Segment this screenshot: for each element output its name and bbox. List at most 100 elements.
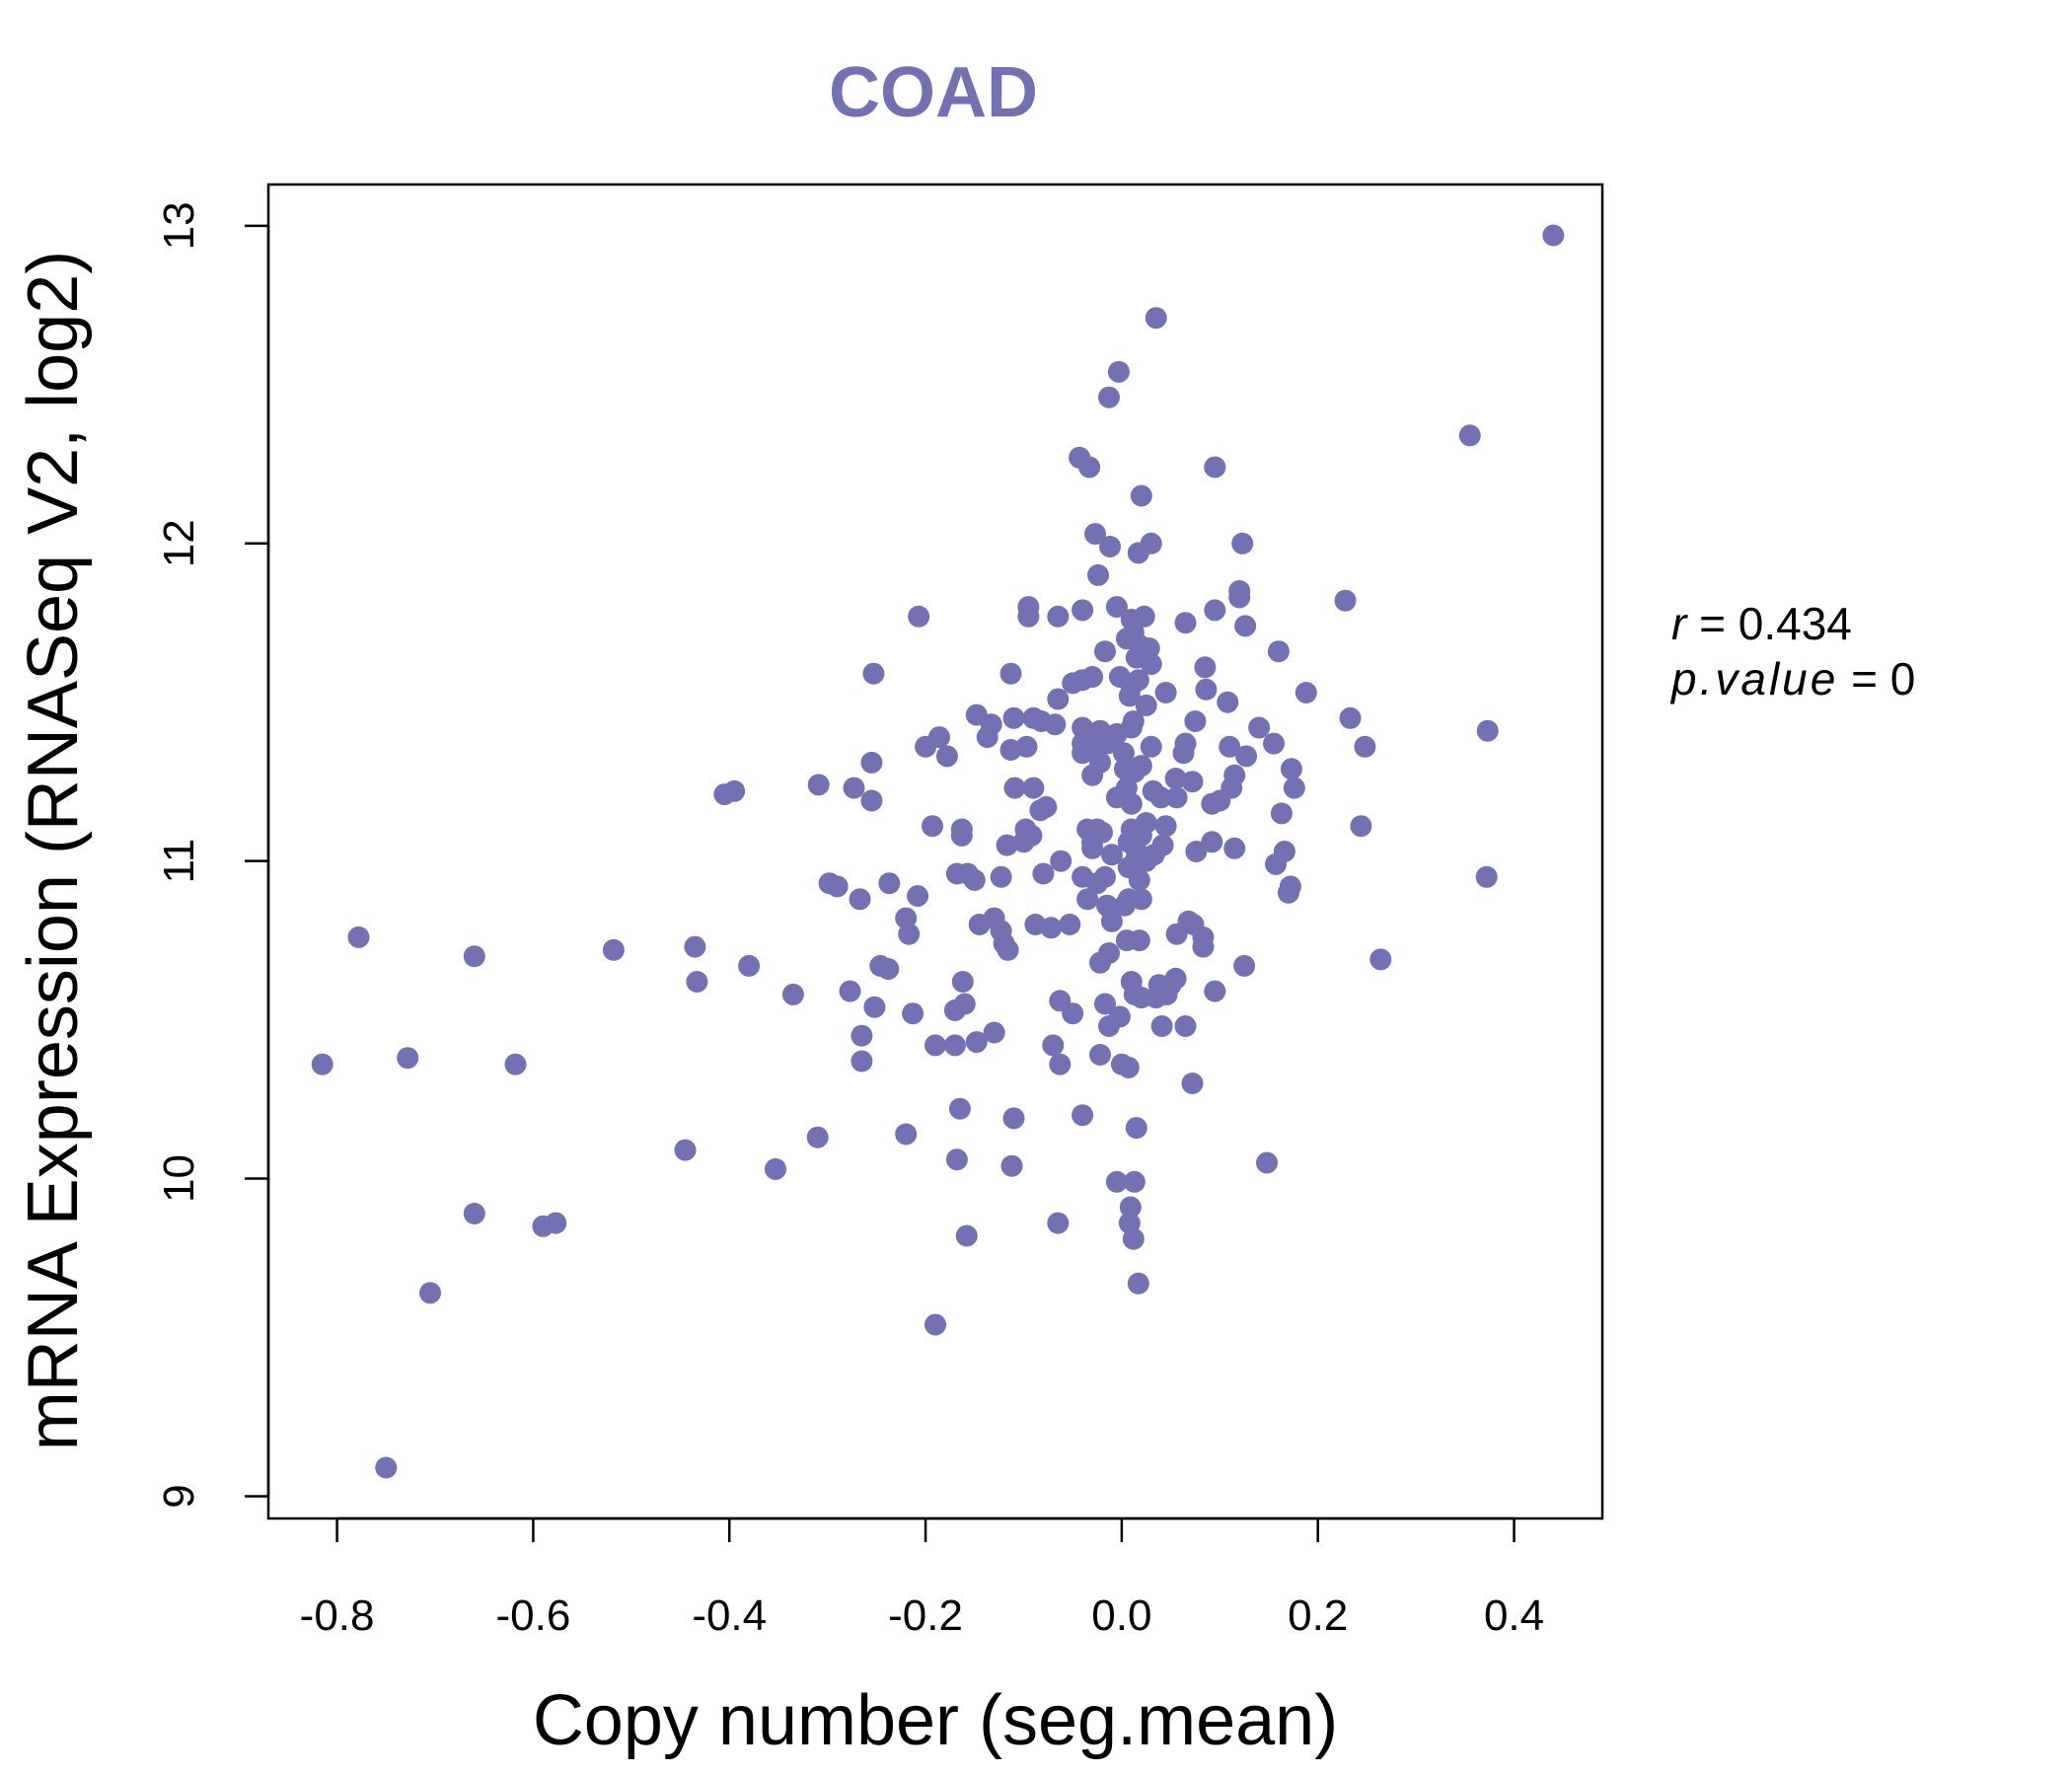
data-point bbox=[1154, 682, 1177, 703]
x-axis: -0.8 -0.6 -0.4 -0.2 0.0 0.2 0.4 bbox=[300, 1517, 1544, 1640]
data-point bbox=[1133, 605, 1155, 628]
data-point bbox=[1201, 831, 1223, 853]
data-point bbox=[1127, 542, 1149, 564]
data-point bbox=[1047, 1212, 1070, 1234]
data-point bbox=[1270, 802, 1293, 825]
data-point bbox=[951, 971, 974, 993]
data-point bbox=[1204, 599, 1226, 622]
y-tick-label: 9 bbox=[155, 1484, 203, 1508]
data-point bbox=[1113, 894, 1136, 917]
data-point bbox=[1283, 777, 1305, 799]
data-point bbox=[1184, 710, 1207, 732]
data-point bbox=[907, 885, 929, 908]
data-point bbox=[1248, 716, 1271, 739]
data-point bbox=[860, 789, 883, 812]
data-point bbox=[849, 888, 871, 911]
data-point bbox=[1231, 532, 1254, 555]
data-point bbox=[1120, 716, 1143, 739]
data-point bbox=[878, 872, 901, 895]
data-point bbox=[1165, 786, 1188, 809]
data-point bbox=[419, 1282, 441, 1304]
data-point bbox=[908, 605, 930, 628]
y-tick-label: 10 bbox=[155, 1154, 203, 1203]
data-point bbox=[1219, 735, 1241, 758]
data-point bbox=[1084, 523, 1106, 546]
data-point bbox=[1149, 786, 1172, 809]
p-equals: = bbox=[1838, 653, 1889, 704]
data-point bbox=[1150, 1015, 1173, 1037]
data-point bbox=[1120, 792, 1143, 815]
data-point bbox=[1119, 1196, 1142, 1219]
data-point bbox=[781, 983, 804, 1005]
data-point bbox=[1072, 599, 1094, 622]
data-point bbox=[1059, 914, 1081, 935]
y-tick-label: 13 bbox=[155, 201, 203, 250]
data-point bbox=[898, 923, 921, 945]
data-point bbox=[1062, 672, 1084, 695]
r-label: r bbox=[1671, 598, 1688, 649]
data-point bbox=[1263, 732, 1285, 755]
data-point bbox=[948, 1097, 971, 1120]
data-point bbox=[684, 935, 706, 958]
data-point bbox=[1072, 1104, 1094, 1127]
y-tick-label: 11 bbox=[155, 839, 203, 884]
x-tick-label: 0.2 bbox=[1288, 1591, 1348, 1640]
x-tick-label: -0.4 bbox=[692, 1591, 767, 1640]
data-point bbox=[1334, 589, 1357, 612]
p-stat: p.value = 0 bbox=[1669, 653, 1915, 704]
x-axis-title: Copy number (seg.mean) bbox=[533, 1681, 1338, 1760]
data-point bbox=[851, 1024, 873, 1047]
data-point bbox=[945, 1148, 968, 1171]
data-point bbox=[311, 1053, 333, 1075]
data-point bbox=[1035, 795, 1058, 818]
data-point bbox=[965, 1031, 988, 1054]
data-point bbox=[1228, 586, 1251, 609]
data-point bbox=[1081, 666, 1104, 688]
data-point bbox=[1086, 872, 1108, 895]
data-point bbox=[1235, 745, 1258, 768]
data-point bbox=[1044, 713, 1067, 736]
data-point bbox=[1145, 307, 1167, 330]
data-point bbox=[1339, 706, 1362, 729]
r-equals: = bbox=[1686, 598, 1738, 649]
data-point bbox=[1223, 837, 1246, 859]
data-point bbox=[1000, 1154, 1023, 1177]
data-point bbox=[1369, 948, 1392, 971]
data-point bbox=[1295, 682, 1317, 703]
data-point bbox=[1165, 923, 1188, 945]
data-point bbox=[1130, 888, 1152, 911]
data-point bbox=[1105, 1170, 1128, 1193]
data-point bbox=[1185, 841, 1208, 862]
data-point bbox=[1042, 1034, 1065, 1057]
data-point bbox=[545, 1212, 567, 1234]
data-point bbox=[1125, 1117, 1147, 1140]
data-point bbox=[1098, 942, 1120, 964]
data-point bbox=[943, 1034, 966, 1057]
p-label: p.value bbox=[1669, 653, 1838, 704]
data-point bbox=[1099, 536, 1121, 557]
data-point bbox=[1174, 1015, 1197, 1037]
y-tick-label: 12 bbox=[155, 519, 203, 567]
data-point bbox=[1277, 881, 1299, 904]
data-point bbox=[1233, 954, 1256, 977]
data-point bbox=[1094, 640, 1116, 663]
data-point bbox=[1130, 484, 1152, 507]
data-point bbox=[1105, 596, 1128, 619]
data-point bbox=[1265, 852, 1287, 875]
data-point bbox=[674, 1139, 697, 1161]
data-point bbox=[1002, 1107, 1025, 1130]
data-point bbox=[976, 726, 999, 749]
data-point bbox=[1234, 615, 1257, 637]
data-point bbox=[1017, 605, 1040, 628]
data-point bbox=[1123, 1170, 1146, 1193]
data-point bbox=[1117, 1056, 1140, 1078]
data-point bbox=[1267, 640, 1290, 663]
data-point bbox=[1128, 929, 1150, 952]
data-point bbox=[806, 1126, 829, 1148]
data-point bbox=[999, 739, 1022, 761]
data-point bbox=[1154, 815, 1177, 838]
data-point bbox=[1181, 1073, 1204, 1094]
data-point bbox=[1098, 1015, 1120, 1037]
data-point bbox=[925, 1313, 946, 1336]
x-tick-label: -0.6 bbox=[495, 1591, 570, 1640]
